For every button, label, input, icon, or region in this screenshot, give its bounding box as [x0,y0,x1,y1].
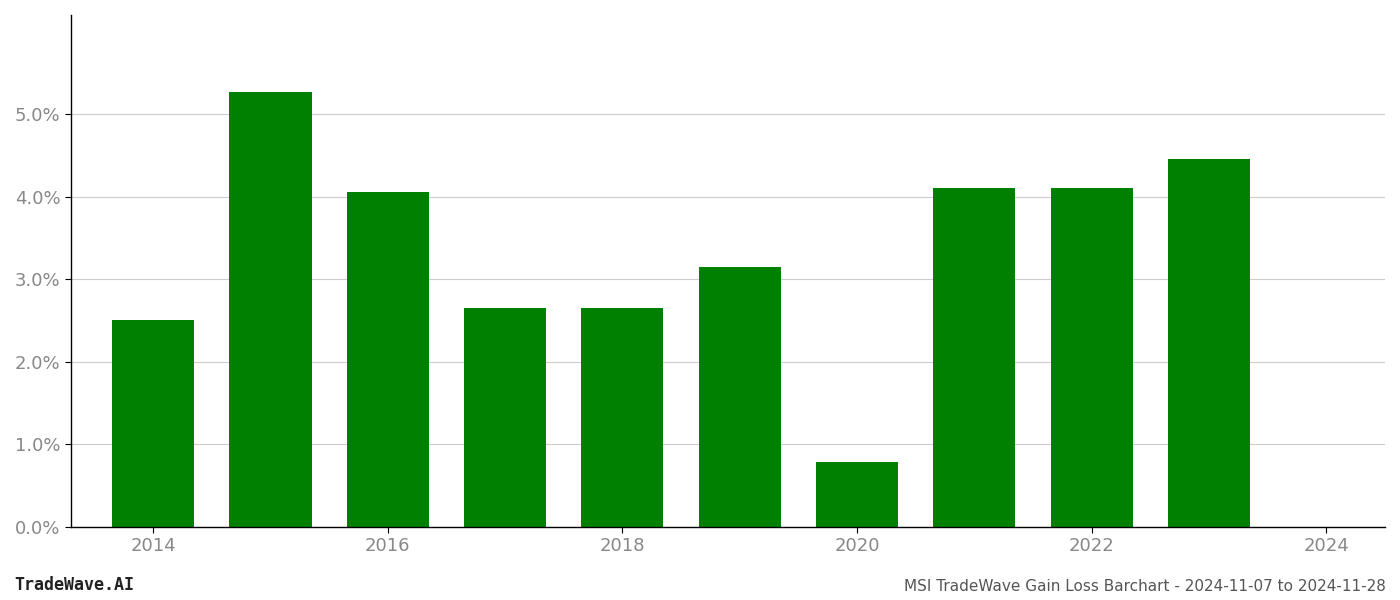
Text: MSI TradeWave Gain Loss Barchart - 2024-11-07 to 2024-11-28: MSI TradeWave Gain Loss Barchart - 2024-… [904,579,1386,594]
Bar [816,462,899,527]
Text: TradeWave.AI: TradeWave.AI [14,576,134,594]
Bar [1168,160,1250,527]
Bar [1050,188,1133,527]
Bar [699,266,781,527]
Bar [112,320,195,527]
Bar [347,193,428,527]
Bar [934,188,1015,527]
Bar [581,308,664,527]
Bar [230,92,312,527]
Bar [463,308,546,527]
